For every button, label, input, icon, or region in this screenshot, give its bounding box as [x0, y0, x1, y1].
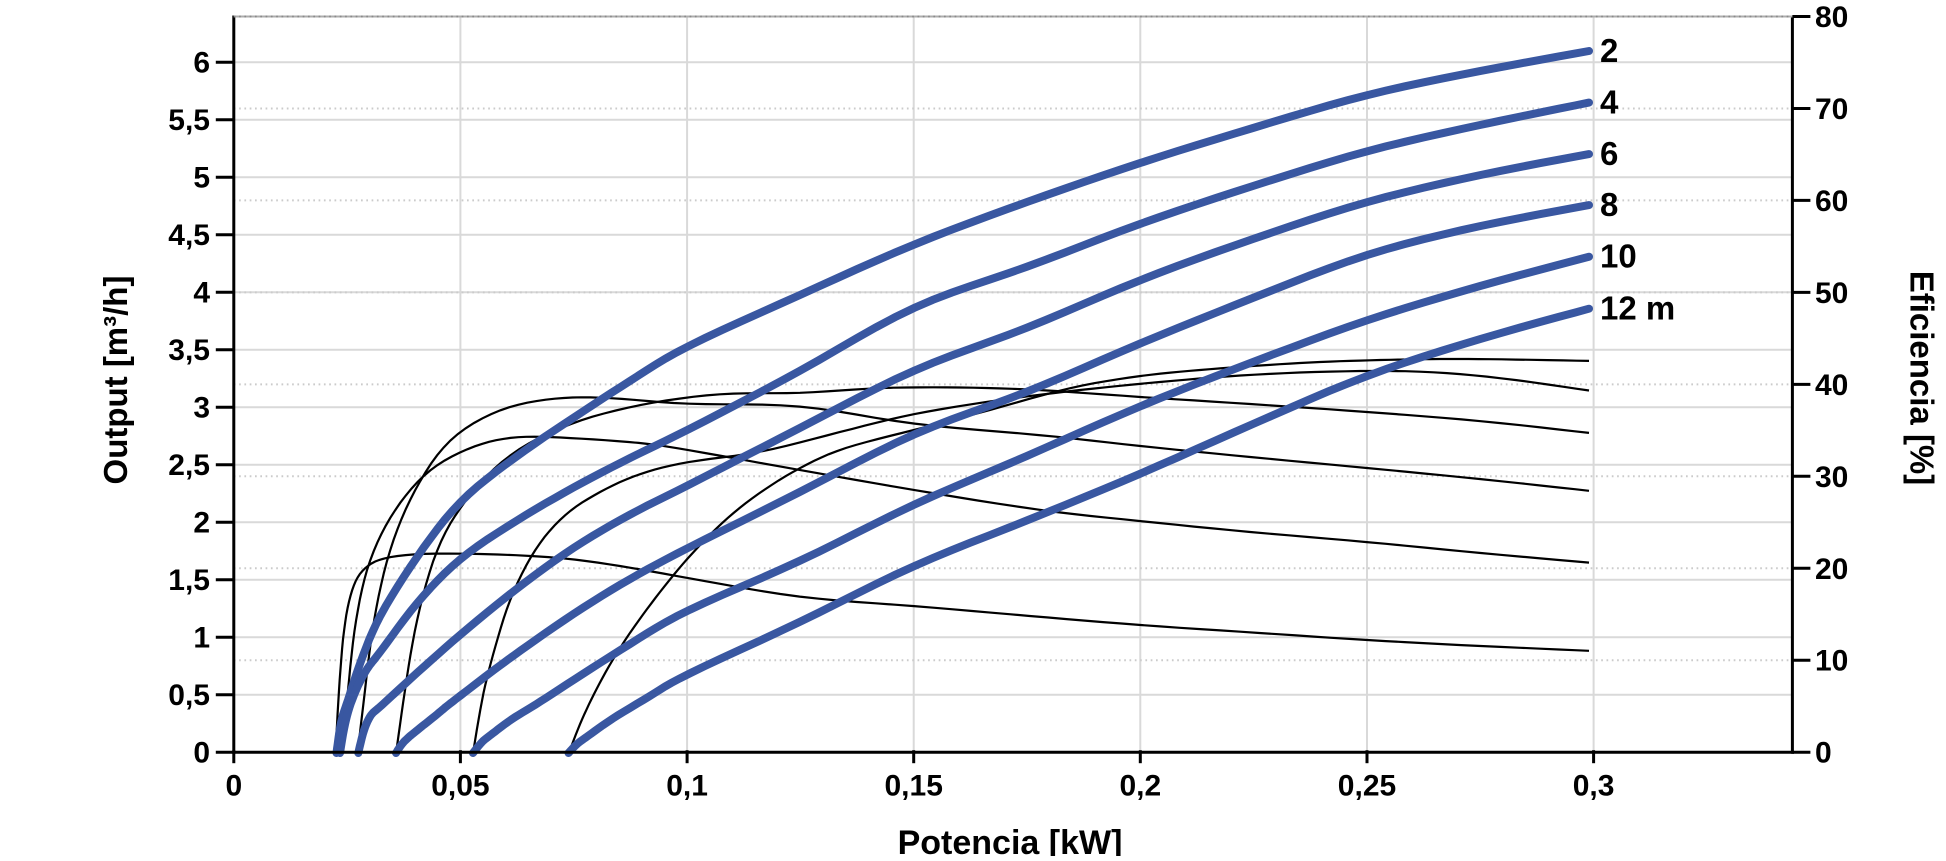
svg-text:5,5: 5,5 — [168, 104, 210, 137]
svg-text:0,15: 0,15 — [885, 770, 943, 803]
svg-text:Output [m³/h]: Output [m³/h] — [97, 276, 134, 485]
svg-text:12 m: 12 m — [1600, 290, 1675, 327]
svg-text:6: 6 — [1600, 135, 1618, 172]
svg-text:0,5: 0,5 — [168, 679, 210, 712]
svg-text:Eficiencia [%]: Eficiencia [%] — [1904, 271, 1941, 486]
svg-text:6: 6 — [193, 47, 210, 80]
svg-text:4: 4 — [193, 277, 210, 310]
svg-text:0: 0 — [1815, 737, 1832, 770]
svg-text:4,5: 4,5 — [168, 219, 210, 252]
svg-text:5: 5 — [193, 162, 210, 195]
svg-text:1,5: 1,5 — [168, 564, 210, 597]
svg-text:20: 20 — [1815, 553, 1848, 586]
svg-text:40: 40 — [1815, 369, 1848, 402]
svg-text:4: 4 — [1600, 84, 1619, 121]
svg-text:0: 0 — [193, 737, 210, 770]
svg-text:70: 70 — [1815, 93, 1848, 126]
svg-text:2: 2 — [193, 507, 210, 540]
svg-text:0,25: 0,25 — [1338, 770, 1396, 803]
svg-text:3: 3 — [193, 392, 210, 425]
svg-text:50: 50 — [1815, 277, 1848, 310]
svg-text:10: 10 — [1815, 645, 1848, 678]
svg-text:0,3: 0,3 — [1573, 770, 1615, 803]
svg-text:80: 80 — [1815, 1, 1848, 34]
svg-text:60: 60 — [1815, 185, 1848, 218]
svg-text:0,05: 0,05 — [431, 770, 489, 803]
svg-text:0,2: 0,2 — [1119, 770, 1161, 803]
svg-text:30: 30 — [1815, 461, 1848, 494]
svg-text:2: 2 — [1600, 32, 1618, 69]
svg-text:0,1: 0,1 — [666, 770, 708, 803]
svg-text:8: 8 — [1600, 186, 1618, 223]
svg-text:2,5: 2,5 — [168, 449, 210, 482]
svg-text:10: 10 — [1600, 238, 1637, 275]
svg-text:0: 0 — [225, 770, 242, 803]
svg-text:3,5: 3,5 — [168, 334, 210, 367]
svg-text:Potencia [kW]: Potencia [kW] — [898, 824, 1123, 856]
svg-text:1: 1 — [193, 622, 210, 655]
